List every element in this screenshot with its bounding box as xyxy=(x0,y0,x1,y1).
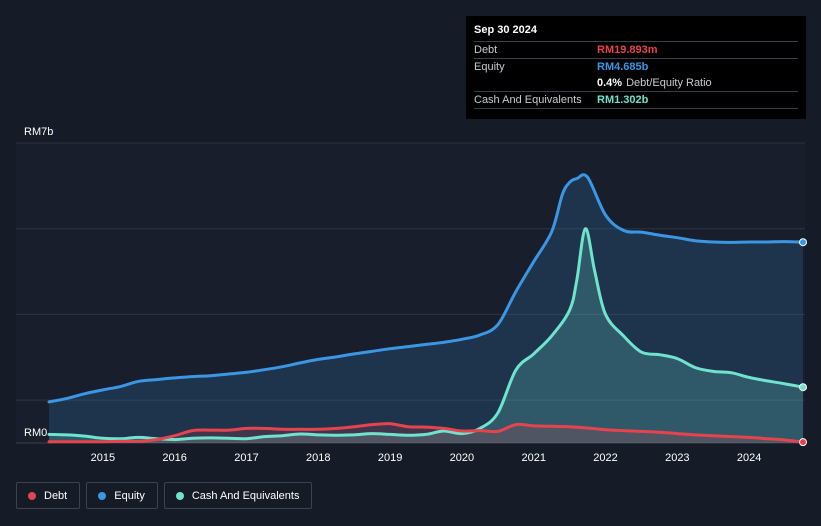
legend-label-equity: Equity xyxy=(114,489,145,502)
plot-background xyxy=(16,143,805,443)
x-tick-label: 2015 xyxy=(91,452,115,464)
legend-item-cash[interactable]: Cash And Equivalents xyxy=(163,482,313,509)
tooltip-debt-label: Debt xyxy=(474,44,498,56)
legend-item-debt[interactable]: Debt xyxy=(16,482,81,509)
cash-and-equivalents-end-marker xyxy=(799,383,807,392)
x-axis-ticks: 2015 2016 2017 2018 2019 2020 2021 2022 2023 2024 xyxy=(91,452,762,464)
tooltip-equity-row: Equity RM4.685b xyxy=(474,58,798,75)
equity-line xyxy=(47,173,805,404)
x-tick-label: 2020 xyxy=(450,452,474,464)
y-axis-bottom-label: RM0 xyxy=(24,427,47,439)
tooltip-panel: Sep 30 2024 Debt RM19.893m Equity RM4.68… xyxy=(466,16,806,119)
tooltip-date: Sep 30 2024 xyxy=(474,24,537,36)
x-tick-label: 2024 xyxy=(737,452,761,464)
equity-end-marker xyxy=(799,238,807,247)
grid-lines xyxy=(16,142,805,444)
tooltip-cash-label: Cash And Equivalents xyxy=(474,94,582,106)
tooltip-cash-row: Cash And Equivalents RM1.302b xyxy=(474,91,798,109)
x-tick-label: 2019 xyxy=(378,452,402,464)
tooltip-ratio-row: 0.4% Debt/Equity Ratio xyxy=(474,75,798,91)
x-tick-label: 2017 xyxy=(234,452,258,464)
tooltip-ratio-value: 0.4% xyxy=(597,77,623,89)
cash-and-equivalents-line xyxy=(47,227,805,442)
tooltip-cash-value: RM1.302b xyxy=(597,94,649,106)
x-tick-label: 2016 xyxy=(162,452,186,464)
x-tick-label: 2022 xyxy=(593,452,617,464)
tooltip-debt-row: Debt RM19.893m xyxy=(474,41,798,58)
tooltip-equity-label: Equity xyxy=(474,61,505,73)
legend-dot-debt xyxy=(28,491,36,500)
cash-and-equivalents-area xyxy=(49,228,803,443)
debt-line xyxy=(47,422,805,444)
legend-dot-cash xyxy=(175,491,184,500)
y-axis-top-label: RM7b xyxy=(24,126,53,138)
legend-label-cash: Cash And Equivalents xyxy=(191,489,300,502)
legend-label-debt: Debt xyxy=(44,489,68,502)
legend: Debt Equity Cash And Equivalents xyxy=(16,482,313,509)
x-tick-label: 2021 xyxy=(521,452,545,464)
equity-area xyxy=(49,174,803,444)
tooltip-ratio-label: Debt/Equity Ratio xyxy=(626,77,712,89)
series-end-markers xyxy=(799,238,807,447)
x-tick-label: 2018 xyxy=(306,452,330,464)
legend-dot-equity xyxy=(98,491,107,500)
tooltip-equity-value: RM4.685b xyxy=(597,61,649,73)
debt-end-marker xyxy=(799,438,807,447)
legend-item-equity[interactable]: Equity xyxy=(86,482,158,509)
x-tick-label: 2023 xyxy=(665,452,689,464)
tooltip-debt-value: RM19.893m xyxy=(597,44,658,56)
series-lines xyxy=(47,173,805,444)
